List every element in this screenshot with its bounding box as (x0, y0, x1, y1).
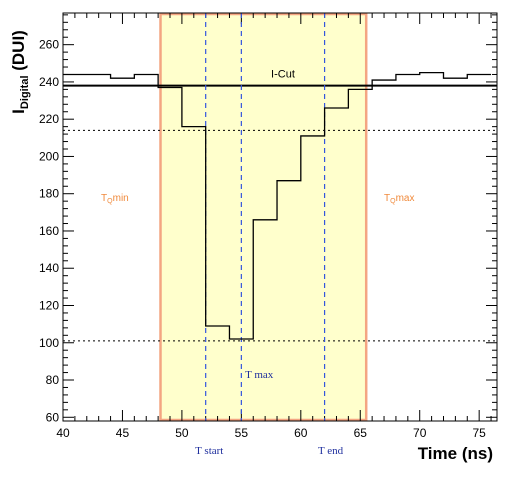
y-axis-title-sub: Digital (19, 75, 31, 109)
y-axis-title-unit: (DUI) (9, 30, 28, 75)
x-tick-label: 45 (116, 426, 130, 440)
tq-min-label-rest: min (113, 193, 129, 204)
axis-ticks (62, 13, 497, 421)
time-window-region (159, 12, 368, 422)
y-tick-label: 80 (46, 373, 60, 387)
y-tick-label: 160 (39, 224, 59, 238)
y-tick-label: 120 (39, 298, 59, 312)
y-tick-label: 240 (39, 75, 59, 89)
tq-max-label: TQmax (384, 193, 414, 205)
horizontal-reference-lines (63, 84, 497, 342)
tq-max-label-sub: Q (390, 198, 396, 205)
tq-max-label-rest: max (396, 193, 415, 204)
x-axis-title: Time (ns) (418, 444, 493, 463)
x-tick-label: 55 (235, 426, 249, 440)
y-axis-title-main: I (9, 109, 28, 114)
x-tick-label: 75 (472, 426, 486, 440)
plot-frame (62, 12, 498, 422)
x-tick-label: 40 (56, 426, 70, 440)
x-tick-label: 60 (294, 426, 308, 440)
tq-max-label-main: T (384, 193, 390, 204)
y-axis-title: IDigital (DUI) (9, 30, 31, 114)
y-tick-label: 220 (39, 112, 59, 126)
y-tick-label: 260 (39, 38, 59, 52)
t-start-label: T start (195, 445, 223, 457)
x-tick-label: 65 (354, 426, 368, 440)
vertical-marker-lines (205, 13, 326, 421)
series-line (63, 71, 492, 340)
x-tick-label: 70 (413, 426, 427, 440)
y-tick-label: 100 (39, 336, 59, 350)
icut-label: I-Cut (271, 69, 295, 81)
y-tick-label: 180 (39, 187, 59, 201)
tq-min-label-sub: Q (107, 198, 113, 205)
t-end-label: T end (318, 445, 344, 457)
x-tick-label: 50 (175, 426, 189, 440)
tq-min-label-main: T (101, 193, 107, 204)
y-tick-label: 200 (39, 149, 59, 163)
y-tick-label: 140 (39, 261, 59, 275)
y-tick-label: 60 (46, 410, 60, 424)
tq-min-label: TQmin (101, 193, 129, 205)
axis-tick-labels: 40 45 50 55 60 65 70 75 60 80 100 120 140 160 180 200 22… (39, 38, 486, 440)
t-max-label: T max (245, 369, 274, 381)
